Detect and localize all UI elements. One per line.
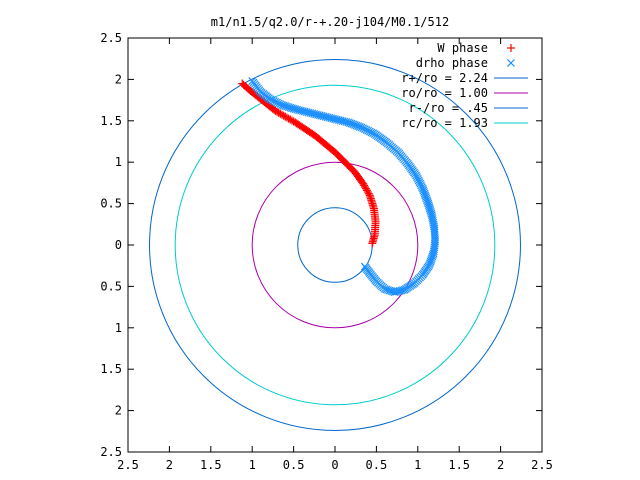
plus-marker bbox=[361, 184, 370, 193]
plus-marker bbox=[278, 110, 287, 119]
plus-marker bbox=[362, 186, 371, 195]
x-tick-label: 0.5 bbox=[283, 458, 305, 472]
x-tick-label: 0.5 bbox=[366, 458, 388, 472]
x-tick-label: 2.5 bbox=[531, 458, 553, 472]
y-tick-label: 1 bbox=[115, 321, 122, 335]
plus-marker bbox=[282, 113, 291, 122]
legend-entry-r-ro-2-24: r+/ro = 2.24 bbox=[401, 71, 528, 85]
y-tick-label: 1.5 bbox=[100, 114, 122, 128]
legend-label: r-/ro = .45 bbox=[409, 101, 488, 115]
plus-marker bbox=[287, 116, 296, 125]
circle-r-ro-2-24 bbox=[149, 59, 521, 431]
legend-entry-ro-ro-1-00: ro/ro = 1.00 bbox=[401, 86, 528, 100]
plus-marker bbox=[274, 108, 283, 117]
x-tick-label: 2 bbox=[166, 458, 173, 472]
x-tick-label: 0 bbox=[331, 458, 338, 472]
plus-marker bbox=[364, 189, 373, 198]
x-tick-label: 2 bbox=[497, 458, 504, 472]
y-tick-label: 2.5 bbox=[100, 445, 122, 459]
cross-marker bbox=[360, 262, 369, 271]
plus-marker bbox=[360, 181, 369, 190]
plus-marker bbox=[284, 114, 293, 123]
y-tick-label: 0.5 bbox=[100, 279, 122, 293]
y-tick-label: 2 bbox=[115, 404, 122, 418]
series-drho-phase bbox=[248, 77, 440, 297]
x-tick-label: 2.5 bbox=[117, 458, 139, 472]
legend-entry-rc-ro-1-93: rc/ro = 1.93 bbox=[401, 116, 528, 130]
x-tick-label: 1.5 bbox=[200, 458, 222, 472]
legend-label: r+/ro = 2.24 bbox=[401, 71, 488, 85]
plus-marker bbox=[281, 112, 290, 121]
chart-title: m1/n1.5/q2.0/r-+.20-j104/M0.1/512 bbox=[211, 15, 449, 29]
plus-marker bbox=[368, 239, 377, 248]
plus-marker bbox=[279, 111, 288, 120]
reference-circles bbox=[149, 59, 521, 431]
legend-swatch bbox=[507, 44, 515, 52]
plus-marker bbox=[359, 179, 368, 188]
plus-marker bbox=[276, 109, 285, 118]
axis-ticks: 2.5 2 1.5 1 0.5 0 0.5 1 1.5 2 2.52.521.510.500.511… bbox=[100, 31, 553, 472]
x-tick-label: 1.5 bbox=[448, 458, 470, 472]
y-tick-label: 0 bbox=[115, 238, 122, 252]
y-tick-label: 1.5 bbox=[100, 362, 122, 376]
legend-entry-drho-phase: drho phase bbox=[416, 56, 515, 70]
legend-swatch bbox=[507, 59, 515, 67]
circle-ro-ro-1-00 bbox=[251, 161, 419, 329]
legend-label: drho phase bbox=[416, 56, 488, 70]
plus-marker bbox=[361, 183, 370, 192]
plus-marker bbox=[286, 115, 295, 124]
legend-entry-r-ro-45: r-/ro = .45 bbox=[409, 101, 528, 115]
legend-label: W phase bbox=[437, 41, 488, 55]
data-points bbox=[238, 77, 440, 297]
series-w-phase bbox=[238, 79, 380, 248]
y-tick-label: 1 bbox=[115, 155, 122, 169]
x-tick-label: 1 bbox=[249, 458, 256, 472]
legend-label: ro/ro = 1.00 bbox=[401, 86, 488, 100]
plus-marker bbox=[271, 106, 280, 115]
legend-label: rc/ro = 1.93 bbox=[401, 116, 488, 130]
circle-r-ro-45 bbox=[297, 207, 373, 283]
x-tick-label: 1 bbox=[414, 458, 421, 472]
plus-marker bbox=[273, 107, 282, 116]
legend-entry-w-phase: W phase bbox=[437, 41, 515, 55]
y-tick-label: 2 bbox=[115, 72, 122, 86]
circle-rc-ro-1-93 bbox=[174, 84, 496, 406]
plus-marker bbox=[363, 188, 372, 197]
y-tick-label: 2.5 bbox=[100, 31, 122, 45]
y-tick-label: 0.5 bbox=[100, 197, 122, 211]
